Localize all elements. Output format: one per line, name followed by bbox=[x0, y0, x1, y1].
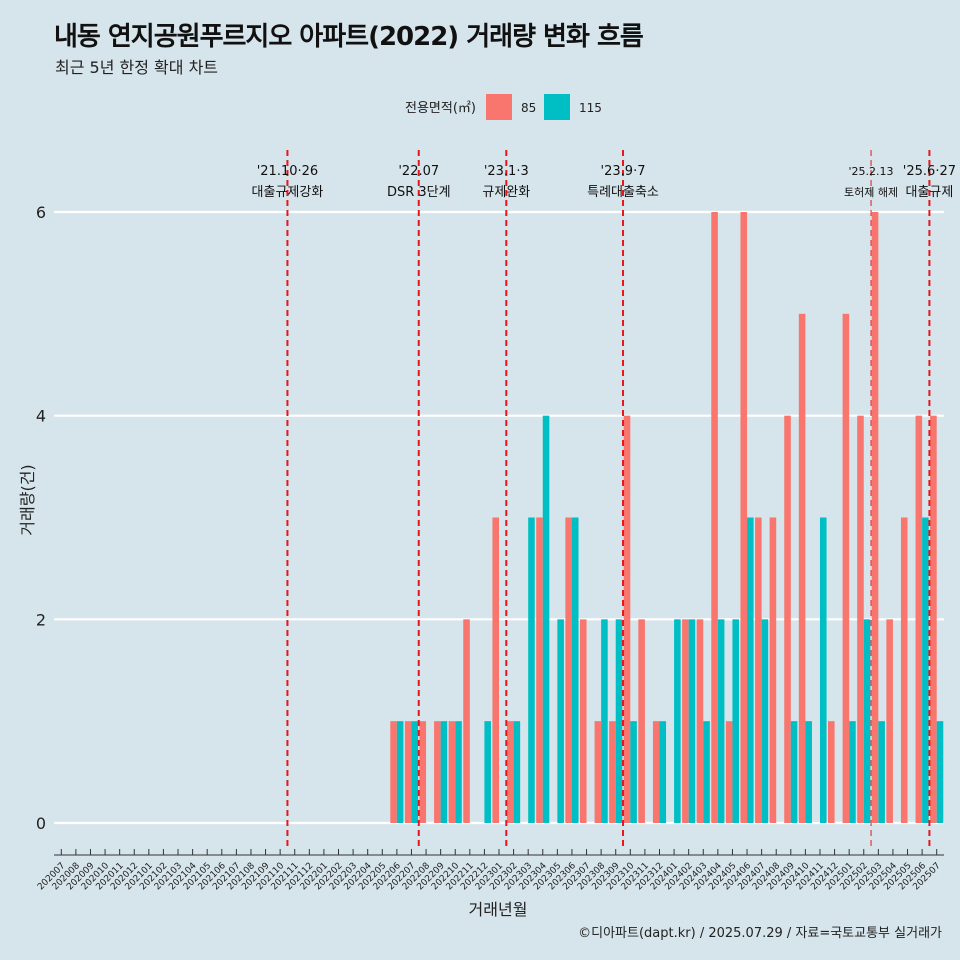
bar-85-202403 bbox=[696, 619, 704, 823]
bar-85-202506 bbox=[915, 415, 923, 823]
bar-85-202311 bbox=[638, 619, 645, 823]
bar-85-202409 bbox=[784, 415, 791, 823]
legend-label-115: 115 bbox=[579, 101, 602, 115]
legend-swatch-85 bbox=[486, 94, 512, 120]
event-name-label: 토허제 해제 bbox=[844, 185, 898, 199]
y-tick-label: 4 bbox=[36, 407, 46, 426]
event-date-label: '23.1·3 bbox=[484, 164, 529, 179]
bar-85-202402 bbox=[682, 619, 689, 823]
bar-115-202405 bbox=[732, 619, 740, 823]
bar-115-202507 bbox=[936, 721, 944, 823]
y-tick-label: 2 bbox=[36, 610, 46, 629]
y-axis-title: 거래량(건) bbox=[18, 464, 37, 535]
bar-115-202312 bbox=[659, 721, 667, 823]
bar-85-202306 bbox=[565, 517, 572, 823]
bar-85-202407 bbox=[755, 517, 762, 823]
bar-115-202309 bbox=[615, 619, 623, 823]
bar-85-202209 bbox=[434, 721, 441, 823]
bar-115-202506 bbox=[922, 517, 929, 823]
event-date-label: '22.07 bbox=[398, 164, 439, 179]
event-name-label: DSR 3단계 bbox=[387, 185, 451, 200]
event-date-label: '21.10·26 bbox=[257, 164, 318, 179]
bar-115-202503 bbox=[878, 721, 885, 823]
bar-115-202502 bbox=[863, 619, 871, 823]
bar-85-202408 bbox=[769, 517, 777, 823]
bar-85-202504 bbox=[886, 619, 893, 823]
bar-85-202405 bbox=[725, 721, 733, 823]
bar-115-202310 bbox=[630, 721, 637, 823]
bar-85-202503 bbox=[871, 212, 879, 823]
source-caption: ©디아파트(dapt.kr) / 2025.07.29 / 자료=국토교통부 실… bbox=[578, 926, 942, 941]
bar-115-202403 bbox=[703, 721, 710, 823]
bar-85-202302 bbox=[507, 721, 514, 823]
bar-115-202402 bbox=[688, 619, 696, 823]
bar-115-202303 bbox=[528, 517, 535, 823]
bar-115-202306 bbox=[571, 517, 579, 823]
bar-115-202407 bbox=[761, 619, 769, 823]
chart-subtitle: 최근 5년 한정 확대 차트 bbox=[55, 58, 219, 77]
bar-85-202304 bbox=[536, 517, 543, 823]
event-name-label: 규제완화 bbox=[482, 185, 530, 200]
bar-85-202404 bbox=[711, 212, 718, 823]
legend: 전용면적(㎡) 85 115 bbox=[405, 94, 602, 120]
legend-label-85: 85 bbox=[521, 101, 536, 115]
bar-85-202505 bbox=[900, 517, 908, 823]
bar-85-202507 bbox=[930, 415, 937, 823]
bar-115-202410 bbox=[805, 721, 812, 823]
bar-85-202301 bbox=[492, 517, 499, 823]
bar-85-202206 bbox=[390, 721, 397, 823]
y-tick-label: 6 bbox=[36, 203, 46, 222]
x-axis-title: 거래년월 bbox=[469, 900, 528, 919]
bar-85-202207 bbox=[404, 721, 412, 823]
event-date-label: '25.6·27 bbox=[903, 164, 956, 179]
bar-85-202208 bbox=[419, 721, 427, 823]
bar-115-202206 bbox=[396, 721, 404, 823]
bar-85-202501 bbox=[842, 313, 850, 823]
bar-115-202212 bbox=[484, 721, 491, 823]
bars bbox=[390, 212, 944, 823]
y-tick-label: 0 bbox=[36, 814, 46, 833]
bar-115-202406 bbox=[747, 517, 754, 823]
bar-115-202501 bbox=[849, 721, 856, 823]
bar-85-202308 bbox=[594, 721, 602, 823]
bar-115-202401 bbox=[674, 619, 681, 823]
event-markers: '21.10·26 대출규제강화 '22.07 DSR 3단계 '23.1·3 규제완화 '… bbox=[252, 150, 956, 848]
event-name-label: 대출규제 bbox=[905, 185, 953, 200]
bar-85-202211 bbox=[463, 619, 470, 823]
bar-115-202302 bbox=[513, 721, 521, 823]
event-date-label: '25.2.13 bbox=[849, 165, 894, 178]
legend-title: 전용면적(㎡) bbox=[405, 101, 476, 116]
bar-115-202404 bbox=[717, 619, 725, 823]
bar-115-202305 bbox=[557, 619, 564, 823]
bar-115-202209 bbox=[440, 721, 448, 823]
event-date-label: '23.9·7 bbox=[601, 164, 646, 179]
bar-85-202412 bbox=[828, 721, 835, 823]
bar-115-202411 bbox=[819, 517, 827, 823]
legend-swatch-115 bbox=[544, 94, 570, 120]
bar-85-202410 bbox=[798, 313, 806, 823]
bar-85-202310 bbox=[623, 415, 631, 823]
bar-115-202210 bbox=[455, 721, 462, 823]
bar-85-202312 bbox=[652, 721, 660, 823]
chart-title: 내동 연지공원푸르지오 아파트(2022) 거래량 변화 흐름 bbox=[54, 22, 644, 52]
bar-85-202309 bbox=[609, 721, 616, 823]
event-name-label: 대출규제강화 bbox=[252, 185, 324, 200]
bar-115-202304 bbox=[542, 415, 550, 823]
bar-115-202207 bbox=[411, 721, 419, 823]
bar-115-202308 bbox=[601, 619, 608, 823]
bar-85-202406 bbox=[740, 212, 748, 823]
bar-85-202307 bbox=[579, 619, 587, 823]
bar-115-202409 bbox=[790, 721, 798, 823]
bar-85-202502 bbox=[857, 415, 864, 823]
bar-85-202210 bbox=[448, 721, 456, 823]
event-name-label: 특례대출축소 bbox=[587, 185, 659, 200]
